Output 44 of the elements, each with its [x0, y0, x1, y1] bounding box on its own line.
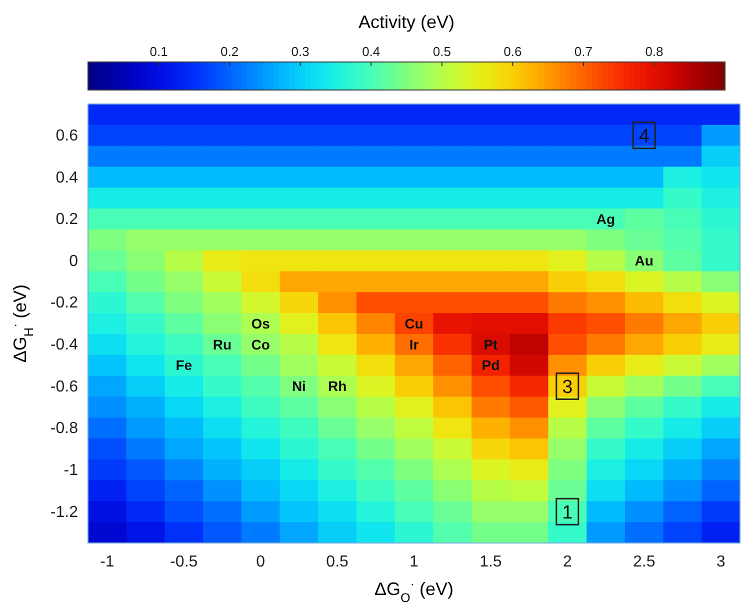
x-tick-label: 1.5: [480, 553, 502, 570]
color-bar-label: 0.7: [574, 44, 592, 59]
y-tick-label: -0.8: [50, 420, 78, 438]
y-tick-label: 0.2: [56, 211, 78, 228]
x-axis-title: ΔG$_{O}$$^{·}$ (eV): [374, 577, 454, 605]
color-bar-label: 0.3: [291, 44, 310, 59]
data-label: Os: [251, 315, 270, 332]
data-label: Au: [634, 252, 654, 269]
x-tick-label: -1: [100, 553, 114, 570]
x-tick-label: 1: [410, 553, 419, 570]
color-bar-label: 0.5: [432, 44, 451, 59]
color-bar-label: 0.1: [150, 44, 168, 59]
data-label: Ir: [409, 336, 420, 352]
y-tick-label: -1.2: [50, 504, 78, 521]
color-bar-label: 0.4: [362, 44, 380, 59]
data-label: Cu: [404, 315, 424, 332]
data-label: Ag: [596, 210, 616, 227]
y-tick-label: -0.2: [50, 294, 78, 312]
y-tick-label: 0.4: [56, 169, 78, 186]
color-bar-label: 0.6: [504, 44, 522, 59]
annotation: 4: [638, 126, 650, 148]
color-bar-title: Activity (eV): [358, 12, 455, 32]
y-tick-label: -0.4: [50, 336, 78, 354]
y-tick-label: 0.6: [56, 127, 78, 144]
x-tick-label: 2: [562, 553, 572, 570]
data-label: Co: [251, 336, 270, 352]
data-label: Ru: [212, 336, 232, 352]
data-label: Fe: [176, 357, 192, 374]
x-tick-label: 2.5: [632, 553, 656, 570]
x-tick-label: -0.5: [170, 553, 198, 570]
y-tick-label: -0.6: [50, 378, 78, 396]
x-tick-label: 3: [716, 553, 726, 570]
data-label: Rh: [328, 378, 347, 394]
x-tick-label: 0.5: [326, 553, 349, 570]
x-tick-label: 0: [256, 553, 266, 570]
color-bar-label: 0.8: [645, 44, 664, 59]
y-tick-label: -1: [64, 462, 78, 479]
annotation: 3: [562, 376, 573, 398]
annotation: 1: [562, 502, 573, 524]
y-tick-label: 0: [69, 252, 78, 270]
data-label: Ni: [292, 378, 306, 394]
data-label: Pt: [484, 336, 498, 352]
color-bar-label: 0.2: [220, 44, 239, 59]
data-label: Pd: [482, 357, 500, 374]
